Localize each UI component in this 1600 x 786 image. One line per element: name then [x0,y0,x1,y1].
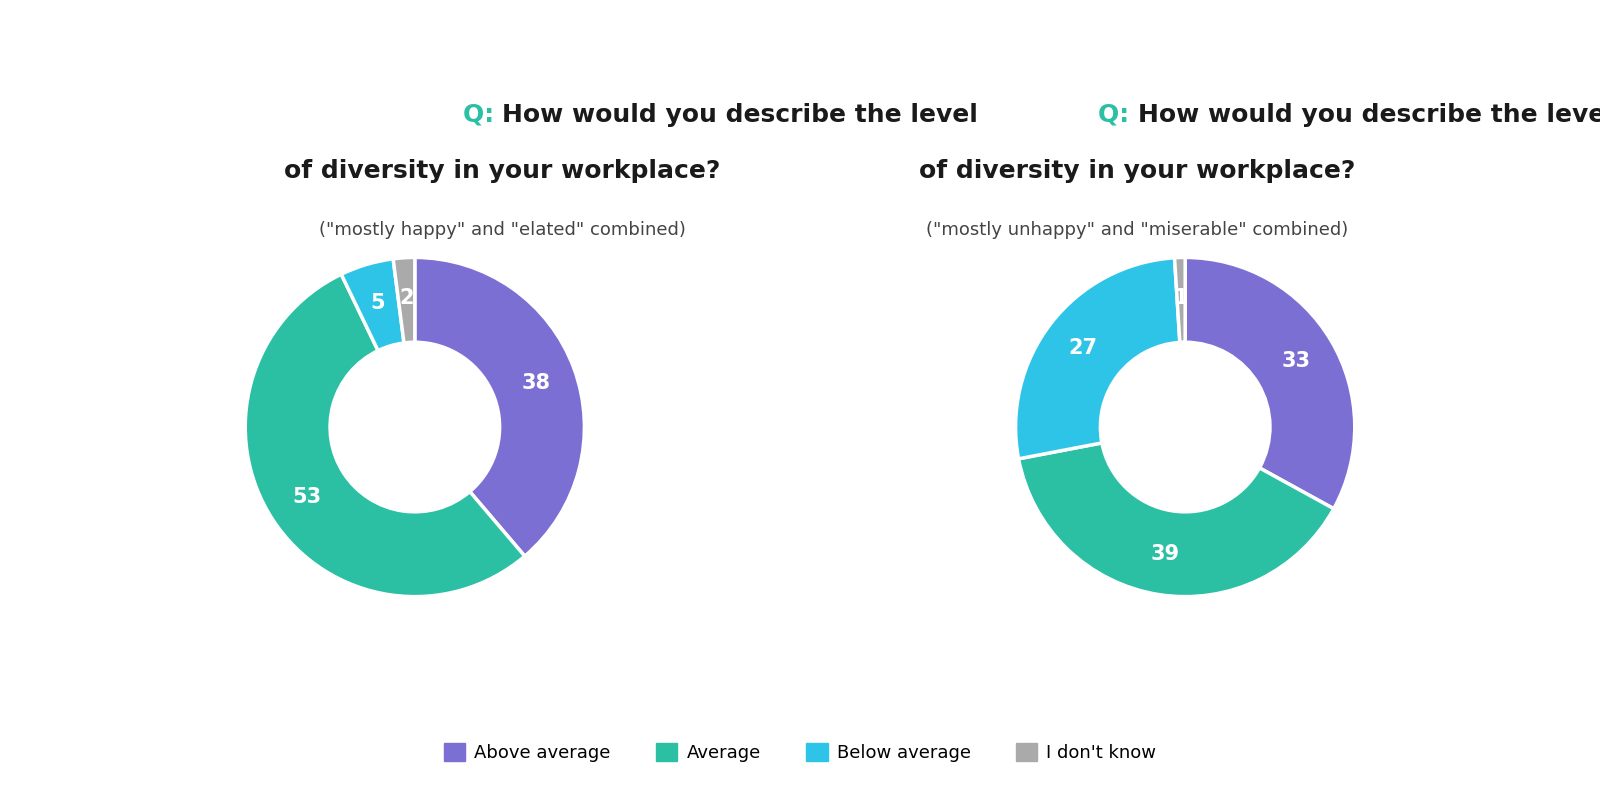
Text: of diversity in your workplace?: of diversity in your workplace? [920,159,1355,182]
Wedge shape [1016,258,1179,459]
Text: ("mostly unhappy" and "miserable" combined): ("mostly unhappy" and "miserable" combin… [926,221,1349,239]
Text: 38: 38 [522,373,550,392]
Text: How would you describe the level: How would you describe the level [1138,103,1600,127]
Text: 2: 2 [400,288,414,308]
Text: 5: 5 [371,293,386,314]
Circle shape [1101,342,1270,512]
Text: ("mostly happy" and "elated" combined): ("mostly happy" and "elated" combined) [318,221,686,239]
Wedge shape [414,258,584,556]
Text: 39: 39 [1150,545,1179,564]
Circle shape [330,342,499,512]
Text: 1: 1 [1174,288,1189,308]
Wedge shape [245,274,525,597]
Wedge shape [1174,258,1186,343]
Wedge shape [1019,443,1334,597]
Text: 33: 33 [1282,351,1310,372]
Text: 27: 27 [1069,338,1098,358]
Text: Q:: Q: [462,103,502,127]
Text: 53: 53 [293,487,322,507]
Text: Q:: Q: [1098,103,1138,127]
Legend: Above average, Average, Below average, I don't know: Above average, Average, Below average, I… [437,736,1163,769]
Wedge shape [394,258,414,343]
Wedge shape [1186,258,1355,509]
Wedge shape [341,259,403,351]
Text: of diversity in your workplace?: of diversity in your workplace? [285,159,720,182]
Text: How would you describe the level: How would you describe the level [502,103,978,127]
